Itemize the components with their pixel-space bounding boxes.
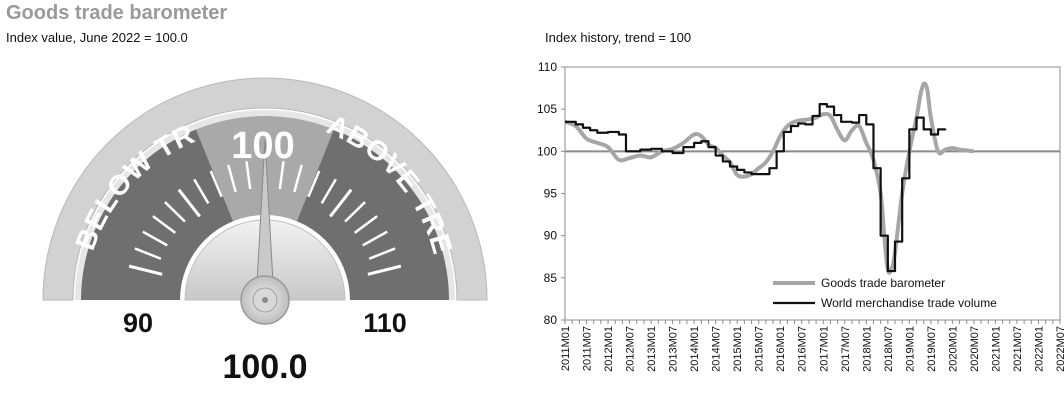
legend-entry: World merchandise trade volume bbox=[821, 296, 997, 310]
x-tick-label: 2016M07 bbox=[797, 326, 809, 372]
gauge-tick bbox=[134, 247, 162, 260]
gauge-subtitle: Index value, June 2022 = 100.0 bbox=[6, 30, 188, 45]
x-tick-label: 2014M07 bbox=[711, 326, 723, 372]
gauge-tick bbox=[209, 170, 223, 198]
gauge-tick bbox=[362, 230, 388, 247]
gauge-tick bbox=[293, 164, 303, 193]
x-tick-label: 2012M07 bbox=[625, 326, 637, 372]
gauge-tick bbox=[152, 215, 177, 234]
legend-entry: Goods trade barometer bbox=[821, 276, 945, 290]
x-tick-label: 2015M01 bbox=[732, 326, 744, 372]
y-tick-label: 110 bbox=[538, 60, 557, 74]
gauge-tick bbox=[367, 264, 402, 276]
barometer-gauge: 100 BELOW TREND ABOVE TREND 90 110 100.0 bbox=[0, 50, 488, 386]
x-tick-label: 2016M01 bbox=[775, 326, 787, 372]
index-history-chart: 80 85 90 95 100 105 110 2011M01 2011M07 2012M01 20… bbox=[537, 60, 1064, 372]
x-tick-label: 2019M07 bbox=[926, 326, 938, 372]
gauge-tick bbox=[193, 178, 210, 205]
x-tick-label: 2019M01 bbox=[904, 326, 916, 372]
gauge-max-label: 110 bbox=[363, 308, 407, 338]
x-tick-label: 2014M01 bbox=[689, 326, 701, 372]
y-tick-label: 105 bbox=[537, 102, 557, 116]
gauge-min-label: 90 bbox=[123, 308, 153, 338]
gauge-tick bbox=[128, 264, 163, 276]
gauge-tick bbox=[307, 170, 321, 198]
x-tick-label: 2021M07 bbox=[1012, 326, 1024, 372]
x-tick-label: 2020M01 bbox=[947, 326, 959, 372]
trade-volume-series-line bbox=[565, 103, 947, 273]
y-tick-label: 95 bbox=[544, 187, 558, 201]
x-tick-label: 2013M07 bbox=[668, 326, 680, 372]
x-tick-label: 2012M01 bbox=[603, 326, 615, 372]
gauge-center-label: 100 bbox=[231, 125, 294, 167]
x-tick-label: 2017M07 bbox=[840, 326, 852, 372]
x-tick-label: 2011M01 bbox=[560, 326, 572, 371]
gauge-tick bbox=[177, 188, 201, 218]
gauge-tick bbox=[344, 201, 366, 223]
x-tick-label: 2011M07 bbox=[582, 326, 594, 371]
x-tick-label: 2015M07 bbox=[754, 326, 766, 372]
gauge-hub-pin bbox=[262, 297, 268, 303]
x-tick-label: 2018M07 bbox=[883, 326, 895, 372]
y-tick-label: 80 bbox=[544, 313, 558, 327]
gauge-tick bbox=[142, 230, 168, 247]
x-tick-label: 2018M01 bbox=[861, 326, 873, 372]
gauge-tick bbox=[278, 161, 285, 190]
gauge-tick bbox=[353, 215, 378, 234]
gauge-tick bbox=[329, 188, 353, 218]
gauge-value-label: 100.0 bbox=[222, 348, 307, 386]
x-tick-label: 2017M01 bbox=[818, 326, 830, 372]
y-tick-label: 85 bbox=[544, 271, 558, 285]
gauge-tick bbox=[245, 161, 252, 190]
x-tick-label: 2022M01 bbox=[1033, 326, 1045, 372]
page-title: Goods trade barometer bbox=[6, 2, 228, 24]
chart-subtitle: Index history, trend = 100 bbox=[545, 30, 692, 45]
x-tick-label: 2021M01 bbox=[990, 326, 1002, 372]
plot-area bbox=[564, 66, 1061, 321]
gauge-tick bbox=[368, 247, 396, 260]
gauge-tick bbox=[320, 178, 337, 205]
y-tick-label: 100 bbox=[537, 144, 557, 158]
gauge-outer-rim bbox=[42, 77, 488, 301]
x-tick-label: 2022M07 bbox=[1055, 326, 1064, 372]
gauge-tick bbox=[164, 201, 186, 223]
x-tick-label: 2020M07 bbox=[969, 326, 981, 372]
gauge-tick bbox=[227, 164, 237, 193]
x-tick-label: 2013M01 bbox=[646, 326, 658, 372]
y-tick-label: 90 bbox=[544, 229, 558, 243]
